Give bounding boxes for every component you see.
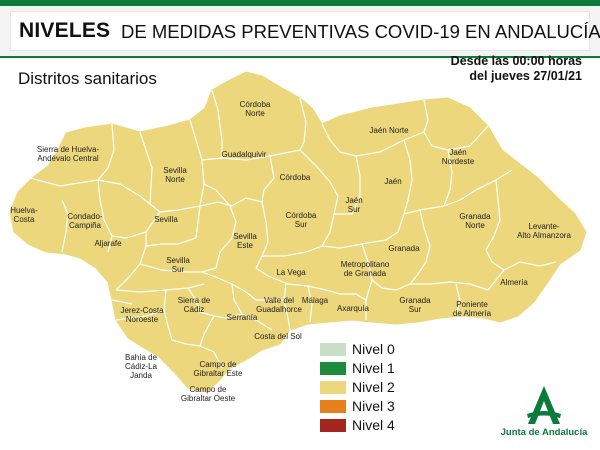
- andalucia-region-outline: [9, 71, 587, 393]
- legend-label-level-4: Nivel 4: [352, 417, 395, 433]
- legend-swatch-level-2: [320, 381, 346, 394]
- district-label: Aljarafe: [94, 239, 122, 248]
- legend-item-level-1: Nivel 1: [320, 360, 440, 377]
- district-label: Almería: [500, 278, 528, 287]
- legend-swatch-level-1: [320, 362, 346, 375]
- district-label: Serranía: [227, 313, 258, 322]
- legend-swatch-level-3: [320, 400, 346, 413]
- district-label: Jaén Norte: [369, 126, 409, 135]
- header: NIVELES DE MEDIDAS PREVENTIVAS COVID-19 …: [0, 0, 600, 58]
- date-info: Desde las 00:00 horas del jueves 27/01/2…: [451, 54, 582, 84]
- district-label: Jaén Nordeste: [442, 148, 475, 166]
- district-label: Granada Sur: [399, 296, 431, 314]
- date-line-2: del jueves 27/01/21: [469, 69, 582, 83]
- district-label: Costa del Sol: [254, 332, 302, 341]
- district-label: La Vega: [276, 268, 306, 277]
- district-label: Jaén Sur: [345, 196, 362, 214]
- district-label: Córdoba Sur: [286, 211, 317, 229]
- district-label: Granada: [388, 244, 420, 253]
- legend-label-level-0: Nivel 0: [352, 341, 395, 357]
- logo-text: Junta de Andalucía: [500, 427, 588, 438]
- district-label: Campo de Gibraltar Este: [194, 360, 243, 378]
- district-label: Valle del Guadalhorce: [256, 296, 302, 314]
- district-label: Jaén: [384, 177, 401, 186]
- district-label: Málaga: [302, 296, 329, 305]
- district-label: Axarquía: [337, 304, 370, 313]
- district-label: Sevilla Sur: [166, 256, 190, 274]
- legend-label-level-3: Nivel 3: [352, 398, 395, 414]
- district-label: Córdoba: [280, 173, 311, 182]
- page-title: NIVELES DE MEDIDAS PREVENTIVAS COVID-19 …: [10, 11, 600, 51]
- district-label: Jerez-Costa Noroeste: [120, 306, 164, 324]
- district-label: Poniente de Almería: [453, 300, 492, 318]
- district-label: Bahía de Cádiz-La Janda: [125, 353, 158, 380]
- district-label: Sierra de Huelva-Andévalo Central: [37, 145, 100, 163]
- legend-label-level-1: Nivel 1: [352, 360, 395, 376]
- legend-swatch-level-4: [320, 419, 346, 432]
- district-label: Sevilla Norte: [163, 166, 187, 184]
- legend-item-level-4: Nivel 4: [320, 417, 440, 434]
- district-label: Córdoba Norte: [240, 100, 271, 118]
- header-top-bar: [0, 0, 600, 6]
- district-label: Condado-Campiña: [67, 212, 102, 230]
- district-borders: [29, 89, 557, 369]
- title-rest: DE MEDIDAS PREVENTIVAS COVID-19 EN ANDAL…: [121, 21, 600, 42]
- district-label: Sierra de Cádiz: [178, 296, 211, 314]
- legend-item-level-2: Nivel 2: [320, 379, 440, 396]
- legend-item-level-0: Nivel 0: [320, 341, 440, 358]
- district-label: Huelva-Costa: [10, 206, 38, 224]
- district-label: Sevilla Este: [233, 232, 257, 250]
- legend-label-level-2: Nivel 2: [352, 379, 395, 395]
- district-label: Sevilla: [154, 215, 178, 224]
- junta-de-andalucia-logo: Junta de Andalucía: [494, 384, 594, 444]
- district-label: Levante-Alto Almanzora: [517, 222, 571, 240]
- district-labels: Sierra de Huelva-Andévalo Central Huelva-…: [10, 100, 571, 403]
- header-bottom-bar: [0, 56, 600, 58]
- junta-de-andalucia-logo-icon: [527, 386, 561, 424]
- date-line-1: Desde las 00:00 horas: [450, 54, 582, 68]
- map-subtitle: Distritos sanitarios: [18, 69, 157, 88]
- title-bold: NIVELES: [19, 19, 111, 42]
- district-label: Guadalquivir: [222, 150, 267, 159]
- district-label: Metropolitano de Granada: [341, 260, 390, 278]
- legend-item-level-3: Nivel 3: [320, 398, 440, 415]
- legend-swatch-level-0: [320, 343, 346, 356]
- district-label: Granada Norte: [459, 212, 491, 230]
- district-label: Campo de Gibraltar Oeste: [181, 385, 236, 403]
